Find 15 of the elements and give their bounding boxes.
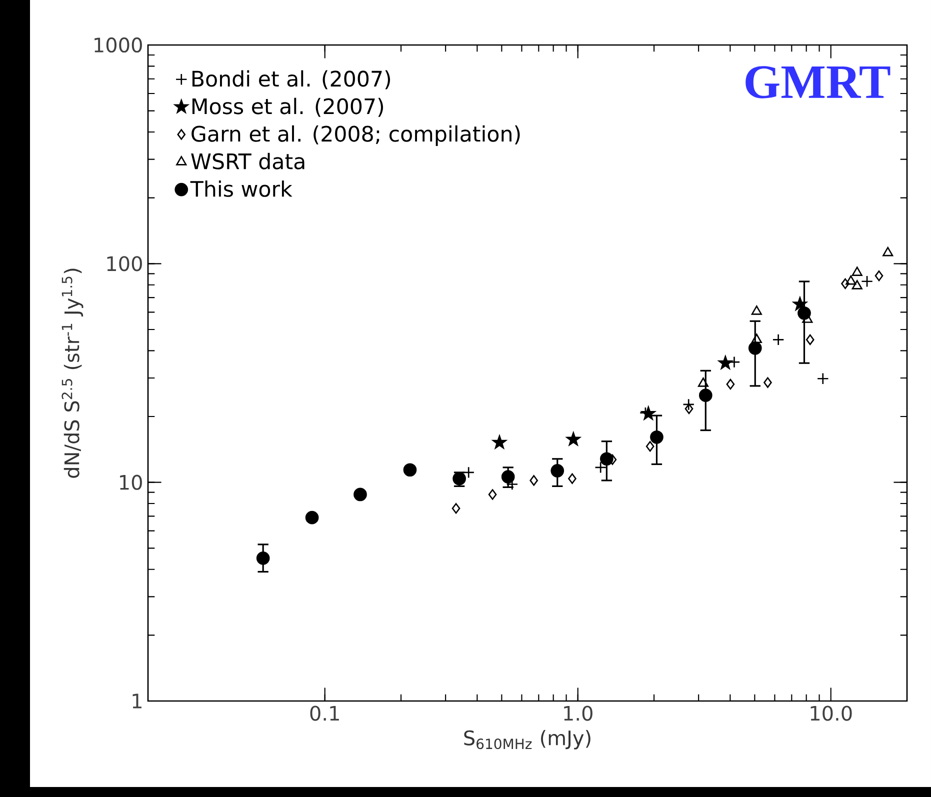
x-axis-title: S$_{610MHz}$ (mJy)	[464, 730, 590, 750]
y-tick-label: 10	[120, 474, 142, 490]
y-tick-label: 1	[132, 694, 142, 708]
annotation: GMRT	[746, 66, 890, 98]
y-axis-title: dN/dS S$^{2.5}$ (str$^{-1}$ Jy$^{1.5}$)	[62, 268, 84, 478]
x-tick-label: 0.1	[310, 706, 339, 721]
legend-label: Garn et al. (2008; compilation)	[192, 125, 520, 146]
legend-label: This work	[190, 180, 292, 197]
legend-label: WSRT data	[191, 152, 304, 170]
y-tick-label: 100	[107, 256, 142, 272]
y-tick-label: 1000	[94, 37, 142, 53]
x-tick-label: 1.0	[564, 706, 592, 721]
legend-label: Bondi et al. (2007)	[192, 70, 390, 90]
x-tick-label: 10.0	[810, 706, 852, 721]
legend-label: Moss et al. (2007)	[192, 98, 384, 117]
